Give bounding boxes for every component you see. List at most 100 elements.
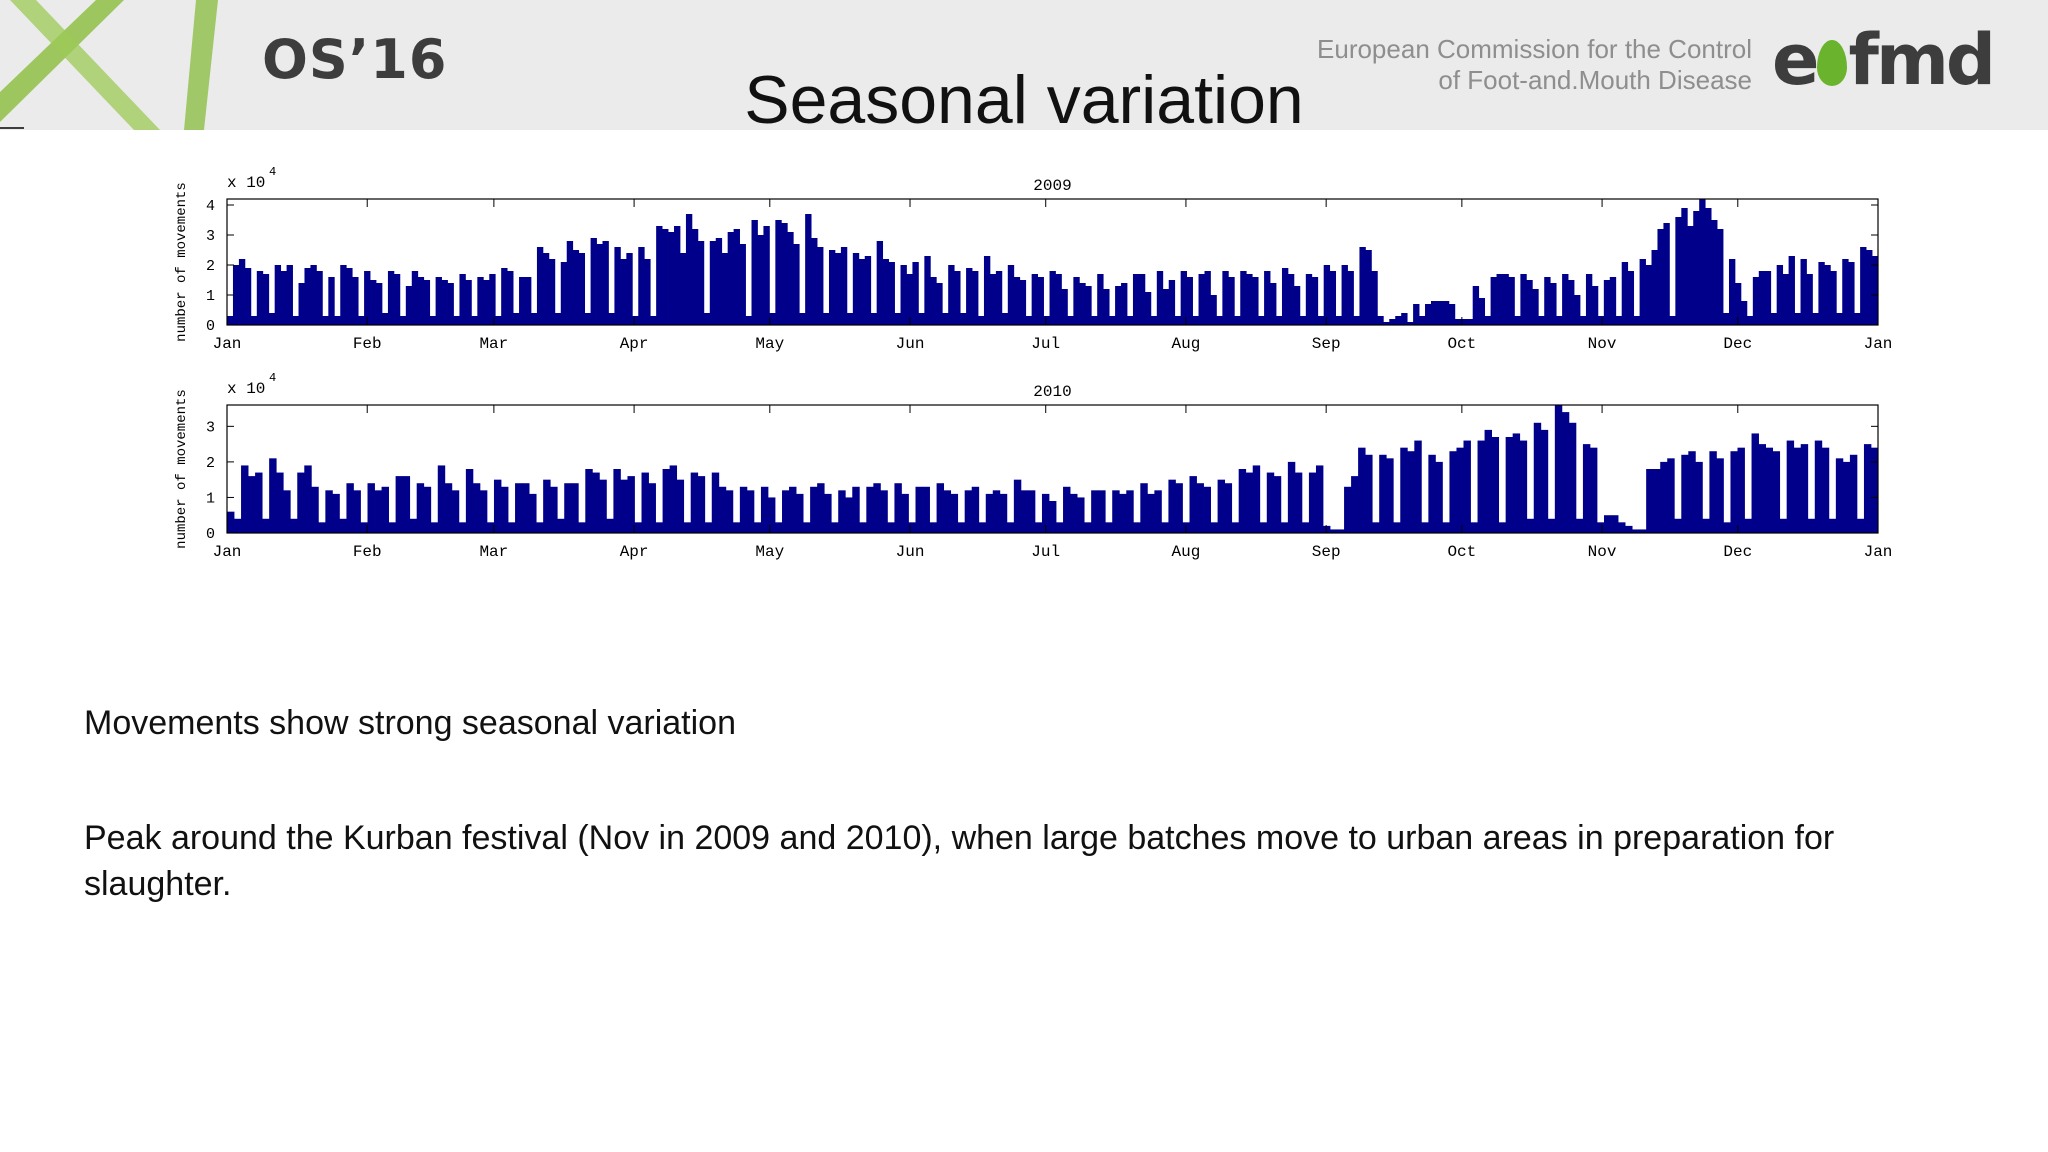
bar-2010-day-178 bbox=[1470, 522, 1478, 533]
bar-2009-day-121 bbox=[942, 313, 949, 325]
bar-2009-day-95 bbox=[787, 232, 794, 325]
bar-2009-day-212 bbox=[1484, 316, 1491, 325]
bar-2010-day-217 bbox=[1744, 518, 1752, 533]
bar-2009-day-184 bbox=[1317, 316, 1325, 325]
bar-2010-day-226 bbox=[1807, 518, 1816, 533]
bar-2010-day-59 bbox=[634, 522, 642, 533]
bar-2010-day-74 bbox=[739, 486, 748, 533]
bar-2010-day-101 bbox=[929, 522, 937, 533]
bar-2009-day-120 bbox=[936, 283, 943, 325]
bar-2009-day-230 bbox=[1591, 286, 1599, 325]
bar-2009-day-176 bbox=[1270, 283, 1277, 325]
bar-2009-day-236 bbox=[1627, 271, 1635, 325]
bar-2009-day-201 bbox=[1419, 316, 1426, 325]
bar-2009-day-79 bbox=[691, 229, 699, 325]
bar-2009-day-237 bbox=[1633, 316, 1640, 325]
bar-2009-day-15 bbox=[310, 265, 317, 325]
bar-2010-day-33 bbox=[451, 490, 460, 533]
bar-2010-day-215 bbox=[1730, 451, 1738, 533]
bar-2010-day-61 bbox=[648, 483, 656, 533]
bullet-kurban-peak: Peak around the Kurban festival (Nov in … bbox=[84, 819, 1835, 903]
bar-2010-day-73 bbox=[732, 522, 741, 533]
bar-2010-day-161 bbox=[1351, 476, 1359, 533]
bar-2010-day-111 bbox=[999, 493, 1008, 533]
bar-2009-day-203 bbox=[1430, 301, 1438, 325]
bar-2009-day-128 bbox=[983, 256, 991, 325]
bar-2009-day-102 bbox=[828, 250, 836, 325]
bar-2010-day-127 bbox=[1112, 490, 1120, 533]
bar-2009-day-6 bbox=[256, 271, 264, 325]
bar-2010-day-103 bbox=[943, 490, 952, 533]
bar-2009-day-47 bbox=[501, 268, 508, 325]
bar-2009-day-126 bbox=[972, 271, 979, 325]
bar-2010-day-214 bbox=[1723, 522, 1731, 533]
bar-2010-day-148 bbox=[1259, 522, 1268, 533]
bar-2009-day-166 bbox=[1210, 295, 1217, 325]
bar-2009-day-213 bbox=[1490, 277, 1497, 325]
bar-2010-day-68 bbox=[697, 476, 706, 533]
bar-2010-day-225 bbox=[1800, 444, 1809, 533]
bar-2009-day-170 bbox=[1234, 316, 1241, 325]
bar-2010-day-63 bbox=[662, 469, 671, 533]
bar-2009-day-266 bbox=[1806, 274, 1813, 325]
bar-2010-day-52 bbox=[585, 469, 593, 533]
bar-2009-day-238 bbox=[1639, 259, 1646, 325]
bar-2009-day-159 bbox=[1168, 280, 1176, 325]
bar-2010-day-114 bbox=[1020, 490, 1029, 533]
bar-2010-day-147 bbox=[1252, 465, 1261, 533]
bar-2009-day-226 bbox=[1568, 280, 1575, 325]
bar-2009-day-57 bbox=[560, 262, 568, 325]
bar-2010-day-84 bbox=[810, 486, 818, 533]
bar-2010-day-87 bbox=[831, 522, 839, 533]
bar-2009-day-262 bbox=[1782, 274, 1789, 325]
bar-2010-day-62 bbox=[655, 522, 663, 533]
bar-2010-day-95 bbox=[887, 522, 895, 533]
bar-2010-day-143 bbox=[1224, 483, 1233, 533]
bar-2010-day-28 bbox=[416, 483, 425, 533]
bar-2009-day-172 bbox=[1246, 274, 1253, 325]
bar-2010-day-48 bbox=[557, 518, 565, 533]
bar-2009-day-273 bbox=[1848, 262, 1855, 325]
xtick-label-2010-4: May bbox=[755, 543, 784, 561]
bar-2009-day-69 bbox=[632, 316, 639, 325]
bar-2009-day-130 bbox=[995, 271, 1003, 325]
bar-2009-day-125 bbox=[966, 268, 973, 325]
slide-header: OS’16 European Commission for the Contro… bbox=[0, 0, 2048, 130]
chart-title-2009: 2009 bbox=[1033, 177, 1071, 195]
bar-2010-day-223 bbox=[1786, 440, 1795, 533]
bar-2010-day-234 bbox=[1863, 444, 1872, 533]
bar-2010-day-80 bbox=[782, 490, 790, 533]
bar-2009-day-16 bbox=[316, 271, 323, 325]
bar-2010-day-96 bbox=[894, 483, 902, 533]
bar-2010-day-138 bbox=[1189, 476, 1197, 533]
bar-2009-day-190 bbox=[1353, 316, 1360, 325]
bar-2009-day-107 bbox=[858, 259, 866, 325]
bar-2010-day-81 bbox=[789, 486, 797, 533]
bar-2009-day-191 bbox=[1359, 247, 1366, 325]
bar-2010-day-102 bbox=[936, 483, 945, 533]
bar-2009-day-76 bbox=[674, 226, 681, 325]
bar-2010-day-153 bbox=[1294, 472, 1303, 533]
xtick-label-2010-2: Mar bbox=[479, 543, 508, 561]
bar-2010-day-36 bbox=[472, 483, 481, 533]
bar-2010-day-170 bbox=[1414, 440, 1422, 533]
bar-2009-day-179 bbox=[1287, 274, 1295, 325]
bar-2009-day-68 bbox=[626, 253, 633, 325]
bar-2010-day-44 bbox=[529, 493, 537, 533]
bar-2009-day-242 bbox=[1663, 223, 1670, 325]
bar-2009-day-4 bbox=[244, 268, 252, 325]
bar-2010-day-90 bbox=[852, 486, 860, 533]
bar-2010-day-77 bbox=[760, 486, 769, 533]
bar-2009-day-197 bbox=[1395, 316, 1402, 325]
bar-2010-day-117 bbox=[1041, 493, 1050, 533]
bar-2009-day-274 bbox=[1854, 313, 1861, 325]
bar-2010-day-30 bbox=[430, 522, 439, 533]
bar-2009-day-215 bbox=[1502, 274, 1509, 325]
bar-2010-day-37 bbox=[479, 490, 488, 533]
bar-2009-day-58 bbox=[566, 241, 574, 325]
bar-2009-day-9 bbox=[274, 265, 282, 325]
bar-2010-day-197 bbox=[1604, 515, 1612, 533]
bar-2009-day-183 bbox=[1311, 277, 1319, 325]
bar-2010-day-181 bbox=[1491, 437, 1500, 533]
bar-2009-day-151 bbox=[1121, 283, 1128, 325]
